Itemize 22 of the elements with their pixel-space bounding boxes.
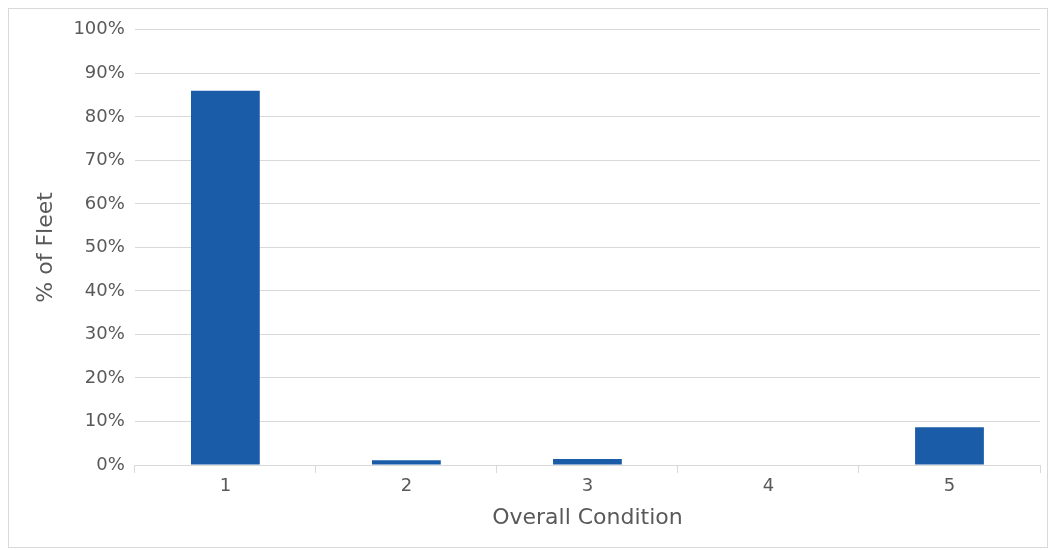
bar	[190, 90, 260, 465]
x-tick-label: 1	[219, 474, 232, 496]
y-tick-label: 10%	[84, 409, 125, 431]
y-tick-label: 60%	[84, 191, 125, 213]
y-tick-label: 20%	[84, 365, 125, 387]
bar	[372, 460, 441, 465]
x-tick-label: 2	[400, 474, 413, 496]
y-axis-title: % of Fleet	[31, 191, 57, 303]
y-tick-label: 80%	[84, 104, 125, 126]
x-tick-label: 4	[762, 474, 775, 496]
y-tick-label: 50%	[84, 235, 125, 257]
bar	[915, 427, 984, 465]
y-tick-label: 100%	[73, 17, 125, 39]
y-tick-label: 90%	[84, 60, 125, 82]
x-tick-label: 5	[943, 474, 956, 496]
bar	[553, 458, 622, 465]
y-tick-label: 30%	[84, 322, 125, 344]
y-tick-label: 70%	[84, 148, 125, 170]
y-tick-label: 40%	[84, 278, 125, 300]
x-axis-title: Overall Condition	[492, 503, 683, 529]
x-tick-label: 3	[581, 474, 594, 496]
y-tick-label: 0%	[96, 452, 125, 474]
